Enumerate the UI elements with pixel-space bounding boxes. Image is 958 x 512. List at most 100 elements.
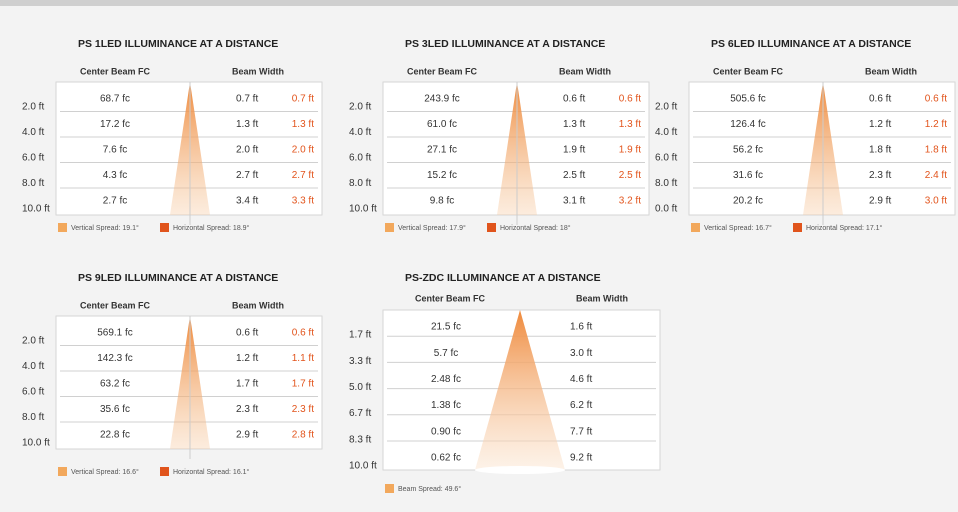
horizontal-width: 3.0 ft bbox=[925, 196, 947, 207]
distance-label: 4.0 ft bbox=[655, 127, 677, 138]
panel-title: PS-ZDC ILLUMINANCE AT A DISTANCE bbox=[405, 272, 601, 284]
distance-label: 2.0 ft bbox=[22, 336, 44, 347]
distance-label: 2.0 ft bbox=[655, 102, 677, 113]
legend-label: Beam Spread: 49.6° bbox=[398, 485, 461, 493]
legend-swatch bbox=[793, 223, 802, 232]
legend-label: Horizontal Spread: 18.9° bbox=[173, 224, 250, 232]
center-fc: 0.90 fc bbox=[431, 426, 461, 437]
horizontal-width: 0.6 ft bbox=[292, 328, 314, 339]
beam-width: 9.2 ft bbox=[570, 453, 592, 464]
distance-label: 8.0 ft bbox=[22, 178, 44, 189]
column-header: Center Beam FC bbox=[415, 293, 486, 303]
center-fc: 1.38 fc bbox=[431, 400, 461, 411]
horizontal-width: 2.3 ft bbox=[292, 404, 314, 415]
horizontal-width: 1.2 ft bbox=[925, 119, 947, 130]
distance-label: 10.0 ft bbox=[22, 438, 50, 449]
column-header: Center Beam FC bbox=[80, 66, 151, 76]
horizontal-width: 0.7 ft bbox=[292, 94, 314, 105]
panel-title: PS 1LED ILLUMINANCE AT A DISTANCE bbox=[78, 38, 278, 50]
distance-label: 2.0 ft bbox=[22, 102, 44, 113]
legend-label: Vertical Spread: 16.7° bbox=[704, 224, 772, 232]
distance-label: 8.3 ft bbox=[349, 434, 371, 445]
distance-label: 10.0 ft bbox=[349, 204, 377, 215]
distance-label: 8.0 ft bbox=[655, 178, 677, 189]
center-fc: 505.6 fc bbox=[730, 94, 766, 105]
legend-label: Vertical Spread: 17.9° bbox=[398, 224, 466, 232]
beam-width: 1.2 ft bbox=[236, 353, 258, 364]
distance-label: 6.7 ft bbox=[349, 408, 371, 419]
center-fc: 5.7 fc bbox=[434, 348, 458, 359]
center-fc: 31.6 fc bbox=[733, 170, 763, 181]
center-fc: 17.2 fc bbox=[100, 119, 130, 130]
distance-label: 2.0 ft bbox=[349, 102, 371, 113]
center-fc: 2.48 fc bbox=[431, 374, 461, 385]
beam-width: 1.8 ft bbox=[869, 145, 891, 156]
column-header: Beam Width bbox=[576, 293, 628, 303]
distance-label: 6.0 ft bbox=[22, 153, 44, 164]
page: PS 1LED ILLUMINANCE AT A DISTANCE Center … bbox=[0, 0, 958, 512]
horizontal-width: 2.7 ft bbox=[292, 170, 314, 181]
horizontal-width: 0.6 ft bbox=[925, 94, 947, 105]
beam-width: 3.0 ft bbox=[570, 348, 592, 359]
panel-title: PS 3LED ILLUMINANCE AT A DISTANCE bbox=[405, 38, 605, 50]
panel-title: PS 9LED ILLUMINANCE AT A DISTANCE bbox=[78, 272, 278, 284]
beam-width: 1.3 ft bbox=[563, 119, 585, 130]
center-fc: 21.5 fc bbox=[431, 322, 461, 333]
panel-title: PS 6LED ILLUMINANCE AT A DISTANCE bbox=[711, 38, 911, 50]
legend-label: Vertical Spread: 19.1° bbox=[71, 224, 139, 232]
center-fc: 22.8 fc bbox=[100, 430, 130, 441]
distance-label: 8.0 ft bbox=[349, 178, 371, 189]
center-fc: 142.3 fc bbox=[97, 353, 133, 364]
center-fc: 56.2 fc bbox=[733, 145, 763, 156]
distance-label: 6.0 ft bbox=[655, 153, 677, 164]
beam-width: 2.5 ft bbox=[563, 170, 585, 181]
horizontal-width: 1.1 ft bbox=[292, 353, 314, 364]
distance-label: 0.0 ft bbox=[655, 204, 677, 215]
legend-label: Horizontal Spread: 16.1° bbox=[173, 468, 250, 476]
horizontal-width: 3.2 ft bbox=[619, 196, 641, 207]
horizontal-width: 1.9 ft bbox=[619, 145, 641, 156]
horizontal-width: 2.4 ft bbox=[925, 170, 947, 181]
legend-swatch bbox=[160, 223, 169, 232]
distance-label: 10.0 ft bbox=[22, 204, 50, 215]
legend-swatch bbox=[691, 223, 700, 232]
horizontal-width: 1.7 ft bbox=[292, 379, 314, 390]
beam-width: 1.9 ft bbox=[563, 145, 585, 156]
center-fc: 27.1 fc bbox=[427, 145, 457, 156]
column-header: Beam Width bbox=[232, 66, 284, 76]
legend-label: Horizontal Spread: 17.1° bbox=[806, 224, 883, 232]
distance-label: 1.7 ft bbox=[349, 330, 371, 341]
beam-width: 1.2 ft bbox=[869, 119, 891, 130]
beam-width: 0.6 ft bbox=[563, 94, 585, 105]
beam-width: 1.7 ft bbox=[236, 379, 258, 390]
beam-width: 2.9 ft bbox=[869, 196, 891, 207]
center-fc: 569.1 fc bbox=[97, 328, 133, 339]
beam-width: 1.6 ft bbox=[570, 322, 592, 333]
center-fc: 20.2 fc bbox=[733, 196, 763, 207]
distance-label: 8.0 ft bbox=[22, 412, 44, 423]
beam-width: 0.7 ft bbox=[236, 94, 258, 105]
center-fc: 35.6 fc bbox=[100, 404, 130, 415]
horizontal-width: 1.3 ft bbox=[619, 119, 641, 130]
horizontal-width: 2.0 ft bbox=[292, 145, 314, 156]
beam-width: 0.6 ft bbox=[869, 94, 891, 105]
center-fc: 7.6 fc bbox=[103, 145, 127, 156]
horizontal-width: 1.3 ft bbox=[292, 119, 314, 130]
legend-swatch bbox=[58, 467, 67, 476]
center-fc: 61.0 fc bbox=[427, 119, 457, 130]
beam-width: 2.3 ft bbox=[869, 170, 891, 181]
distance-label: 6.0 ft bbox=[22, 387, 44, 398]
distance-label: 4.0 ft bbox=[22, 127, 44, 138]
top-bar bbox=[0, 0, 958, 6]
horizontal-width: 1.8 ft bbox=[925, 145, 947, 156]
beam-width: 4.6 ft bbox=[570, 374, 592, 385]
horizontal-width: 2.8 ft bbox=[292, 430, 314, 441]
column-header: Beam Width bbox=[559, 66, 611, 76]
beam-width: 2.7 ft bbox=[236, 170, 258, 181]
distance-label: 10.0 ft bbox=[349, 461, 377, 472]
legend-swatch bbox=[160, 467, 169, 476]
distance-label: 3.3 ft bbox=[349, 356, 371, 367]
column-header: Beam Width bbox=[865, 66, 917, 76]
beam-base bbox=[475, 466, 565, 474]
center-fc: 243.9 fc bbox=[424, 94, 460, 105]
